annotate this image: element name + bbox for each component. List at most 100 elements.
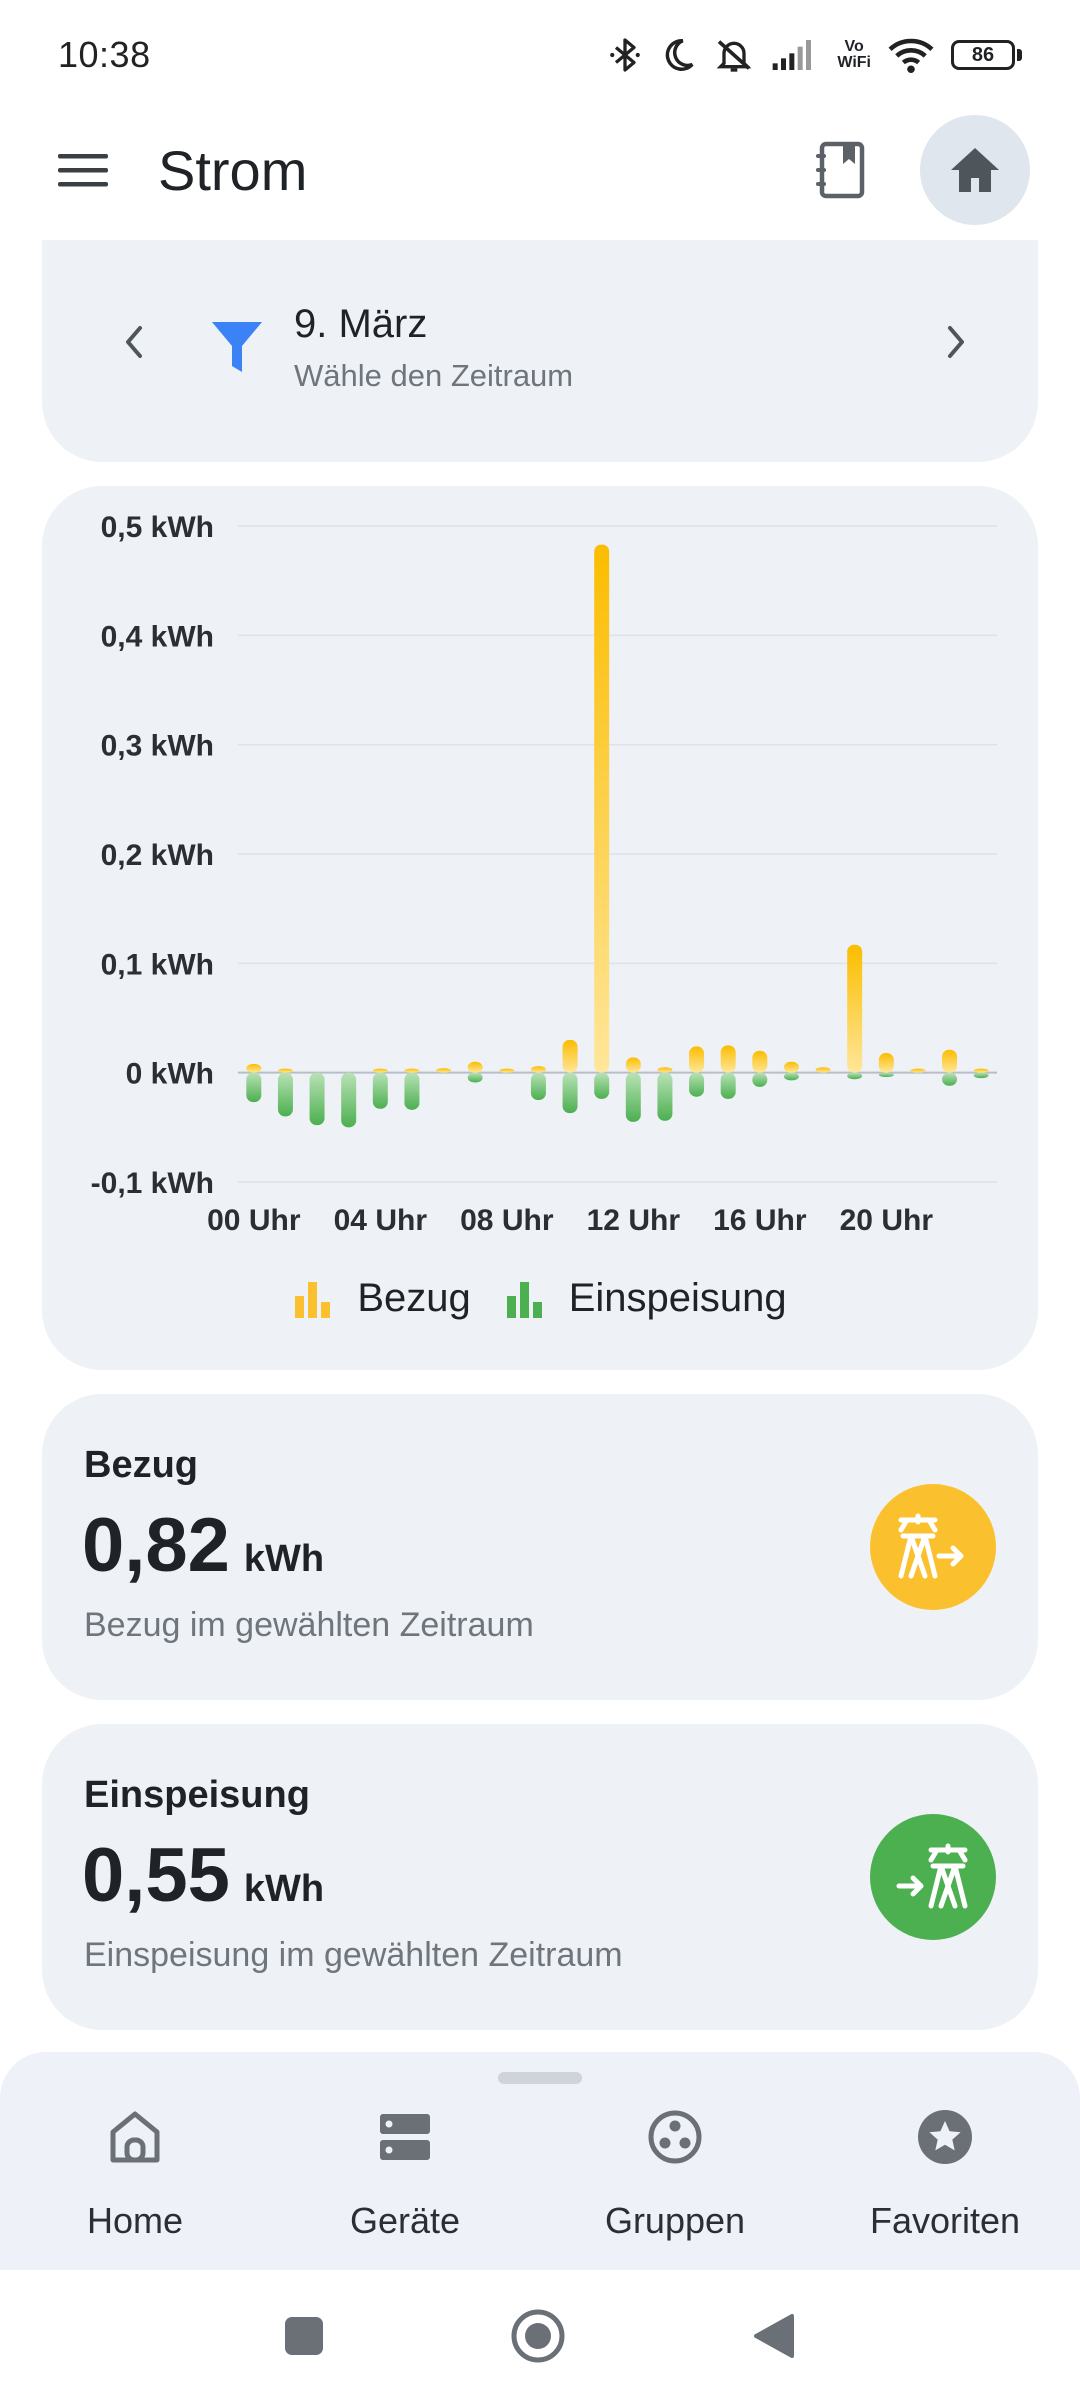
- bezug-bar[interactable]: [372, 1068, 388, 1073]
- filter-date: 9. März: [294, 302, 428, 346]
- bezug-title: Bezug: [84, 1444, 198, 1486]
- bezug-bar[interactable]: [942, 1049, 958, 1073]
- system-home-button[interactable]: [508, 2306, 568, 2366]
- einspeisung-bar[interactable]: [341, 1072, 357, 1128]
- x-tick-label: 20 Uhr: [840, 1204, 934, 1237]
- bezug-bar[interactable]: [625, 1057, 641, 1073]
- bezug-bar[interactable]: [467, 1061, 483, 1073]
- nav-geraete[interactable]: Geräte: [270, 2102, 540, 2242]
- app-bar: Strom: [0, 110, 1080, 230]
- circle-icon: [511, 2309, 565, 2363]
- nav-gruppen[interactable]: Gruppen: [540, 2102, 810, 2242]
- bezug-bar[interactable]: [720, 1045, 736, 1073]
- bezug-card[interactable]: Bezug 0,82 kWh Bezug im gewählten Zeitrau…: [42, 1394, 1038, 1700]
- einspeisung-bar[interactable]: [467, 1072, 483, 1083]
- einspeisung-bar[interactable]: [372, 1072, 388, 1109]
- legend-einspeisung-label: Einspeisung: [568, 1276, 787, 1320]
- chevron-right-icon[interactable]: [944, 322, 968, 362]
- bezug-bar[interactable]: [752, 1050, 768, 1073]
- cell-signal-icon: [773, 40, 812, 70]
- einspeisung-card[interactable]: Einspeisung 0,55 kWh Einspeisung im gewäh…: [42, 1724, 1038, 2030]
- grid-export-icon: [870, 1814, 996, 1940]
- nav-favoriten[interactable]: Favoriten: [810, 2102, 1080, 2242]
- bezug-bar[interactable]: [847, 944, 863, 1073]
- y-tick-label: 0,5 kWh: [101, 511, 214, 544]
- einspeisung-bar[interactable]: [562, 1072, 578, 1114]
- einspeisung-bar[interactable]: [309, 1072, 325, 1126]
- bezug-bar[interactable]: [783, 1061, 799, 1073]
- bar-chart-icon: [506, 1281, 542, 1318]
- einspeisung-title: Einspeisung: [84, 1774, 310, 1816]
- einspeisung-bar[interactable]: [689, 1072, 705, 1097]
- back-button[interactable]: [744, 2306, 804, 2366]
- bezug-bar[interactable]: [657, 1067, 673, 1073]
- bezug-bar[interactable]: [973, 1068, 989, 1073]
- einspeisung-unit: kWh: [243, 1868, 325, 1910]
- nav-gruppen-label: Gruppen: [604, 2200, 746, 2241]
- einspeisung-bar[interactable]: [530, 1072, 546, 1100]
- notebook-icon[interactable]: [800, 130, 880, 210]
- groups-icon: [640, 2102, 710, 2172]
- bezug-bar[interactable]: [594, 544, 610, 1073]
- status-bar: 10:38 Vo WiFi 86: [0, 0, 1080, 110]
- home-icon: [100, 2102, 170, 2172]
- bezug-bar[interactable]: [689, 1046, 705, 1073]
- einspeisung-bar[interactable]: [878, 1072, 894, 1078]
- bezug-bar[interactable]: [277, 1068, 293, 1073]
- status-icons: Vo WiFi 86: [607, 35, 1022, 75]
- bar-chart-icon: [295, 1281, 331, 1318]
- bezug-bar[interactable]: [530, 1066, 546, 1073]
- bezug-bar[interactable]: [436, 1068, 452, 1073]
- einspeisung-bar[interactable]: [783, 1072, 799, 1081]
- x-tick-label: 00 Uhr: [207, 1204, 301, 1237]
- chart-legend: Bezug Einspeisung: [42, 1276, 1038, 1321]
- einspeisung-bar[interactable]: [594, 1072, 610, 1099]
- nav-favoriten-label: Favoriten: [869, 2200, 1021, 2241]
- einspeisung-bar[interactable]: [752, 1072, 768, 1087]
- date-filter-card[interactable]: 9. März Wähle den Zeitraum: [42, 240, 1038, 462]
- chevron-left-icon[interactable]: [122, 322, 146, 362]
- system-navigation-bar: [0, 2270, 1080, 2400]
- einspeisung-bar[interactable]: [657, 1072, 673, 1121]
- einspeisung-bar[interactable]: [942, 1072, 958, 1086]
- legend-bezug[interactable]: Bezug: [293, 1276, 471, 1321]
- triangle-left-icon: [754, 2314, 794, 2358]
- einspeisung-bar[interactable]: [973, 1072, 989, 1079]
- grid-import-icon: [870, 1484, 996, 1610]
- bezug-bar[interactable]: [878, 1052, 894, 1073]
- legend-bezug-label: Bezug: [357, 1276, 471, 1320]
- home-icon: [951, 148, 999, 192]
- einspeisung-description: Einspeisung im gewählten Zeitraum: [84, 1936, 623, 1974]
- status-time: 10:38: [58, 34, 151, 75]
- bezug-bar[interactable]: [562, 1039, 578, 1073]
- moon-icon: [666, 39, 694, 71]
- energy-bar-chart: 0,5 kWh 0,4 kWh 0,3 kWh 0,2 kWh 0,1 kWh 0 kWh…: [91, 511, 997, 1237]
- page-title: Strom: [158, 138, 308, 202]
- filter-icon: [212, 322, 262, 372]
- nav-home-label: Home: [86, 2200, 184, 2241]
- sheet-handle[interactable]: [498, 2072, 582, 2084]
- einspeisung-bar[interactable]: [277, 1072, 293, 1117]
- y-tick-label: 0,2 kWh: [101, 839, 214, 872]
- bezug-bar[interactable]: [246, 1063, 262, 1073]
- menu-icon[interactable]: [50, 137, 116, 203]
- bezug-bar[interactable]: [815, 1067, 831, 1073]
- recents-button[interactable]: [274, 2306, 334, 2366]
- y-tick-label: 0 kWh: [126, 1058, 214, 1091]
- legend-einspeisung[interactable]: Einspeisung: [505, 1276, 787, 1321]
- bezug-bar[interactable]: [499, 1068, 515, 1073]
- einspeisung-bar[interactable]: [246, 1072, 262, 1103]
- square-icon: [285, 2317, 323, 2355]
- einspeisung-bar[interactable]: [720, 1072, 736, 1099]
- einspeisung-bar[interactable]: [625, 1072, 641, 1122]
- bezug-bar[interactable]: [910, 1068, 926, 1073]
- nav-home[interactable]: Home: [0, 2102, 270, 2242]
- home-button[interactable]: [920, 115, 1030, 225]
- einspeisung-bar[interactable]: [404, 1072, 420, 1110]
- x-tick-label: 16 Uhr: [713, 1204, 807, 1237]
- wifi-icon: [888, 38, 934, 74]
- einspeisung-bar[interactable]: [847, 1072, 863, 1080]
- nav-geraete-label: Geräte: [349, 2200, 461, 2241]
- bezug-bar[interactable]: [404, 1068, 420, 1073]
- bezug-unit: kWh: [243, 1538, 325, 1580]
